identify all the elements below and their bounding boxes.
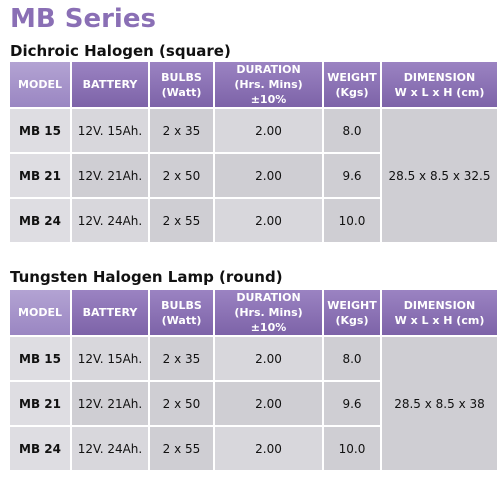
model-cell: MB 21 — [10, 154, 70, 197]
header-text: W x L x H (cm) — [394, 313, 485, 327]
data-cell: 9.6 — [324, 154, 380, 197]
data-cell: 12V. 15Ah. — [72, 109, 148, 152]
data-row: MB 24 12V. 24Ah. 2 x 55 2.00 10.0 — [10, 199, 497, 242]
section-heading: Tungsten Halogen Lamp (round) — [10, 268, 283, 286]
header-text: BULBS — [161, 70, 202, 84]
data-cell: 10.0 — [324, 199, 380, 242]
header-text: DURATION — [236, 63, 301, 76]
model-cell: MB 15 — [10, 109, 70, 152]
model-cell: MB 15 — [10, 337, 70, 380]
header-cell: BULBS (Watt) — [150, 290, 213, 335]
data-cell: 2.00 — [215, 154, 322, 197]
data-cell: 12V. 21Ah. — [72, 382, 148, 425]
header-cell: BULBS (Watt) — [150, 62, 213, 107]
header-cell: WEIGHT (Kgs) — [324, 62, 380, 107]
header-text: MODEL — [18, 306, 62, 319]
model-cell: MB 24 — [10, 427, 70, 470]
data-cell: 2 x 50 — [150, 154, 213, 197]
header-cell: MODEL — [10, 290, 70, 335]
data-row: MB 15 12V. 15Ah. 2 x 35 2.00 8.0 28.5 x 8.5 x… — [10, 109, 497, 242]
header-text: DIMENSION — [403, 298, 476, 312]
data-cell: 12V. 21Ah. — [72, 154, 148, 197]
header-text: (Watt) — [161, 85, 202, 99]
header-row: MODEL BATTERY BULBS (Watt) DURATION (Hrs. Min… — [10, 290, 497, 335]
data-cell: 12V. 24Ah. — [72, 199, 148, 242]
header-row: MODEL BATTERY BULBS (Watt) DURATION (Hrs. Min… — [10, 62, 497, 107]
data-cell: 2 x 55 — [150, 427, 213, 470]
header-text: MODEL — [18, 78, 62, 91]
data-cell: 2 x 35 — [150, 337, 213, 380]
data-row: MB 24 12V. 24Ah. 2 x 55 2.00 10.0 — [10, 427, 497, 470]
data-cell: 2 x 35 — [150, 109, 213, 152]
data-cell: 12V. 24Ah. — [72, 427, 148, 470]
data-cell: 10.0 — [324, 427, 380, 470]
header-cell: DIMENSION W x L x H (cm) — [382, 290, 497, 335]
data-cell: 9.6 — [324, 382, 380, 425]
data-cell: 8.0 — [324, 337, 380, 380]
header-cell: MODEL — [10, 62, 70, 107]
header-text: DURATION — [236, 291, 301, 304]
model-cell: MB 24 — [10, 199, 70, 242]
spec-table: MODEL BATTERY BULBS (Watt) DURATION (Hrs. Min… — [8, 288, 499, 472]
section-heading: Dichroic Halogen (square) — [10, 42, 231, 60]
data-cell: 2.00 — [215, 427, 322, 470]
data-row: MB 21 12V. 21Ah. 2 x 50 2.00 9.6 — [10, 154, 497, 197]
header-text: (Hrs. Mins) ±10% — [234, 306, 303, 334]
data-row: MB 15 12V. 15Ah. 2 x 35 2.00 8.0 28.5 x 8.5 x… — [10, 337, 497, 470]
header-cell: BATTERY — [72, 62, 148, 107]
header-text: BATTERY — [82, 78, 138, 91]
header-cell: DURATION (Hrs. Mins) ±10% — [215, 62, 322, 107]
header-text: (Kgs) — [335, 85, 369, 99]
header-text: DIMENSION — [403, 70, 476, 84]
data-cell: 2.00 — [215, 337, 322, 380]
header-text: W x L x H (cm) — [394, 85, 485, 99]
dimension-cell: 28.5 x 8.5 x 38 — [382, 337, 497, 470]
data-cell: 8.0 — [324, 109, 380, 152]
spec-table: MODEL BATTERY BULBS (Watt) DURATION (Hrs. Min… — [8, 60, 499, 244]
header-text: (Hrs. Mins) ±10% — [234, 78, 303, 106]
data-cell: 2 x 50 — [150, 382, 213, 425]
header-text: (Kgs) — [335, 313, 369, 327]
header-cell: DURATION (Hrs. Mins) ±10% — [215, 290, 322, 335]
header-cell: DIMENSION W x L x H (cm) — [382, 62, 497, 107]
header-cell: WEIGHT (Kgs) — [324, 290, 380, 335]
data-row: MB 21 12V. 21Ah. 2 x 50 2.00 9.6 — [10, 382, 497, 425]
data-cell: 12V. 15Ah. — [72, 337, 148, 380]
header-text: BATTERY — [82, 306, 138, 319]
data-cell: 2.00 — [215, 109, 322, 152]
title: MB Series — [10, 4, 156, 34]
header-text: (Watt) — [161, 313, 202, 327]
data-cell: 2.00 — [215, 199, 322, 242]
data-cell: 2 x 55 — [150, 199, 213, 242]
dimension-cell: 28.5 x 8.5 x 32.5 — [382, 109, 497, 242]
header-text: WEIGHT — [327, 298, 377, 312]
header-cell: BATTERY — [72, 290, 148, 335]
header-text: BULBS — [161, 298, 202, 312]
data-cell: 2.00 — [215, 382, 322, 425]
model-cell: MB 21 — [10, 382, 70, 425]
header-text: WEIGHT — [327, 70, 377, 84]
